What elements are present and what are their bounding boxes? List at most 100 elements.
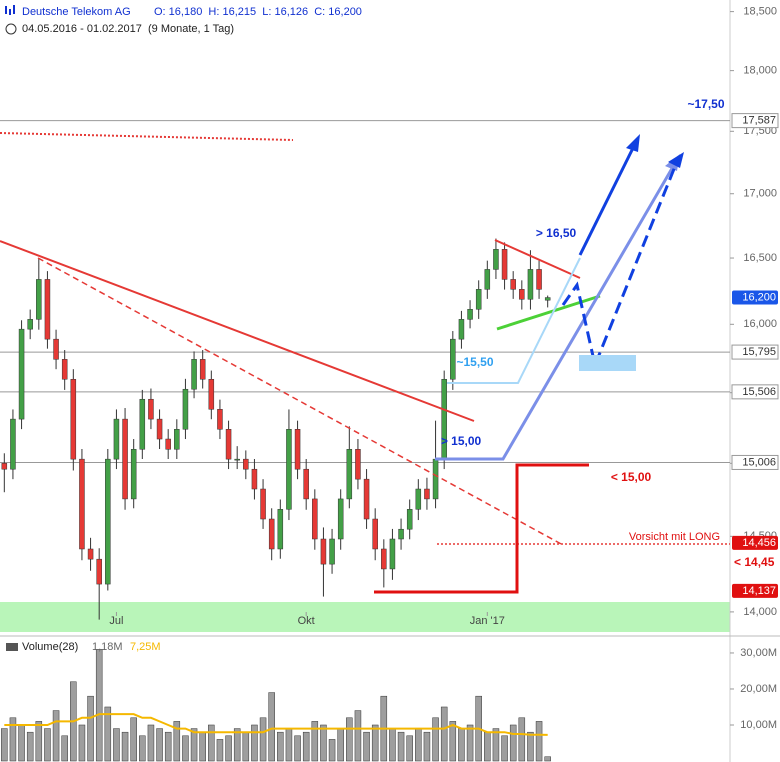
volume-bar xyxy=(285,728,293,762)
y-tick-label: 14,000 xyxy=(743,606,777,618)
candle-body xyxy=(475,289,482,310)
volume-bar xyxy=(302,731,310,762)
volume-bar xyxy=(320,724,327,762)
x-tick-label: Okt xyxy=(298,615,315,627)
candle-body xyxy=(27,319,33,330)
volume-bar xyxy=(484,731,491,762)
level-label-box xyxy=(731,384,779,400)
candle-body xyxy=(61,359,68,380)
volume-bar xyxy=(415,728,422,762)
x-tick-label: Jul xyxy=(109,615,123,627)
candle-body xyxy=(44,279,51,340)
candle-body xyxy=(424,488,430,500)
axis: 14,00014,50015,00015,50016,00016,50017,0… xyxy=(109,6,779,731)
volume-ma-label: 7,25M xyxy=(130,641,161,653)
annotations: ~17,50 > 16,50 ~15,50 > 15,00 < 15,00 Vo… xyxy=(441,97,775,569)
candle-body xyxy=(148,398,154,420)
volume-bar xyxy=(268,692,275,762)
candle-body xyxy=(355,449,361,480)
icon xyxy=(6,643,18,651)
volume-bar xyxy=(113,728,120,762)
subtitle: 04.05.2016 - 01.02.2017 (9 Monate, 1 Tag… xyxy=(22,23,234,35)
candle-body xyxy=(432,458,439,500)
y-tick-label: 17,000 xyxy=(743,188,777,200)
level-label: 14,456 xyxy=(742,537,776,549)
y-tick-label: 30,00M xyxy=(740,647,777,659)
level-label: 16,200 xyxy=(742,291,776,303)
level-label-box xyxy=(731,113,779,129)
volume-bar xyxy=(346,717,353,762)
header: Deutsche Telekom AG O: 16,180 H: 16,215 … xyxy=(5,5,362,653)
candle-body xyxy=(415,488,422,510)
volume-bar xyxy=(328,739,336,762)
candle-body xyxy=(389,538,396,570)
volume-bar xyxy=(9,717,17,762)
volume-bar xyxy=(52,710,60,762)
candle-body xyxy=(372,518,378,550)
candle-body xyxy=(79,458,85,550)
volume-bar xyxy=(311,721,319,762)
volume-bar xyxy=(501,735,508,762)
volume-bar xyxy=(139,735,146,762)
y-tick-label: 17,500 xyxy=(743,125,777,137)
candle-body xyxy=(277,509,284,550)
volume-bar xyxy=(182,735,189,762)
candle-body xyxy=(544,297,551,301)
level-badge xyxy=(732,290,778,305)
volume-bar xyxy=(87,695,94,762)
candle-body xyxy=(70,378,77,460)
candle-body xyxy=(139,398,146,450)
volume-bar xyxy=(423,731,431,762)
candle-body xyxy=(122,418,128,500)
candle-body xyxy=(286,429,292,510)
path-mid xyxy=(435,164,676,461)
level-label: 17,587 xyxy=(742,115,776,127)
volume-bar xyxy=(535,721,543,762)
candle-body xyxy=(398,528,404,540)
candle-body xyxy=(217,409,223,430)
chart-title: Deutsche Telekom AG xyxy=(22,6,131,18)
candle-body xyxy=(10,418,16,470)
volume-bar xyxy=(233,728,241,762)
candle-body xyxy=(536,269,542,290)
volume-bar xyxy=(199,731,206,762)
volume-bar xyxy=(432,717,439,762)
triangle-top xyxy=(494,239,581,279)
level-label: 15,006 xyxy=(742,456,776,468)
y-tick-label: 18,500 xyxy=(743,6,777,18)
annotation: > 15,00 xyxy=(441,434,482,448)
volume-bar xyxy=(371,724,379,762)
candle-body xyxy=(53,338,59,360)
candle-body xyxy=(320,538,327,565)
volume-bar xyxy=(518,717,526,762)
volume-bar xyxy=(397,731,405,762)
volume-bar xyxy=(156,728,163,762)
candle-body xyxy=(174,429,180,450)
annotation: ~15,50 xyxy=(456,355,493,369)
volume-bar xyxy=(95,649,103,762)
icon xyxy=(13,5,15,14)
volume-bar xyxy=(26,731,34,762)
level-label-box xyxy=(731,454,779,470)
candle-body xyxy=(105,458,111,585)
volume-bar xyxy=(164,731,172,762)
trendline xyxy=(0,240,475,422)
volume-label: Volume(28) xyxy=(22,641,78,653)
candle-body xyxy=(268,518,275,550)
volume-bar xyxy=(18,724,25,762)
candle-body xyxy=(251,468,258,490)
volume-bar xyxy=(466,724,474,762)
marks xyxy=(0,120,730,762)
volume-bar xyxy=(173,721,181,762)
volume-bar xyxy=(363,731,370,762)
volume-bar xyxy=(35,721,43,762)
candle-body xyxy=(458,319,465,340)
volume-bar xyxy=(104,706,112,762)
volume-bar xyxy=(337,728,344,762)
path-light xyxy=(447,257,581,384)
volume-bar xyxy=(147,724,155,762)
volume-bar xyxy=(389,728,396,762)
volume-bar xyxy=(130,717,137,762)
arrow-strong xyxy=(578,145,636,256)
